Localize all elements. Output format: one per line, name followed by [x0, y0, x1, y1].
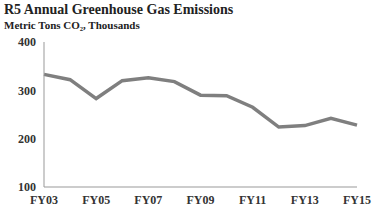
svg-text:FY03: FY03	[30, 193, 58, 207]
svg-text:FY07: FY07	[134, 193, 162, 207]
svg-text:FY09: FY09	[187, 193, 215, 207]
svg-text:FY11: FY11	[239, 193, 266, 207]
svg-text:100: 100	[18, 180, 36, 194]
svg-text:FY05: FY05	[82, 193, 110, 207]
svg-text:400: 400	[18, 35, 36, 49]
html-text:R5 Annual Greenhouse Gas Emiss: R5 Annual Greenhouse Gas Emissions	[4, 2, 234, 17]
svg-text:FY15: FY15	[343, 193, 367, 207]
html-text:Metric Tons CO₂, Thousands: Metric Tons CO₂, Thousands	[4, 19, 140, 31]
svg-text:300: 300	[18, 84, 36, 98]
svg-text:200: 200	[18, 132, 36, 146]
svg-text:FY13: FY13	[291, 193, 319, 207]
